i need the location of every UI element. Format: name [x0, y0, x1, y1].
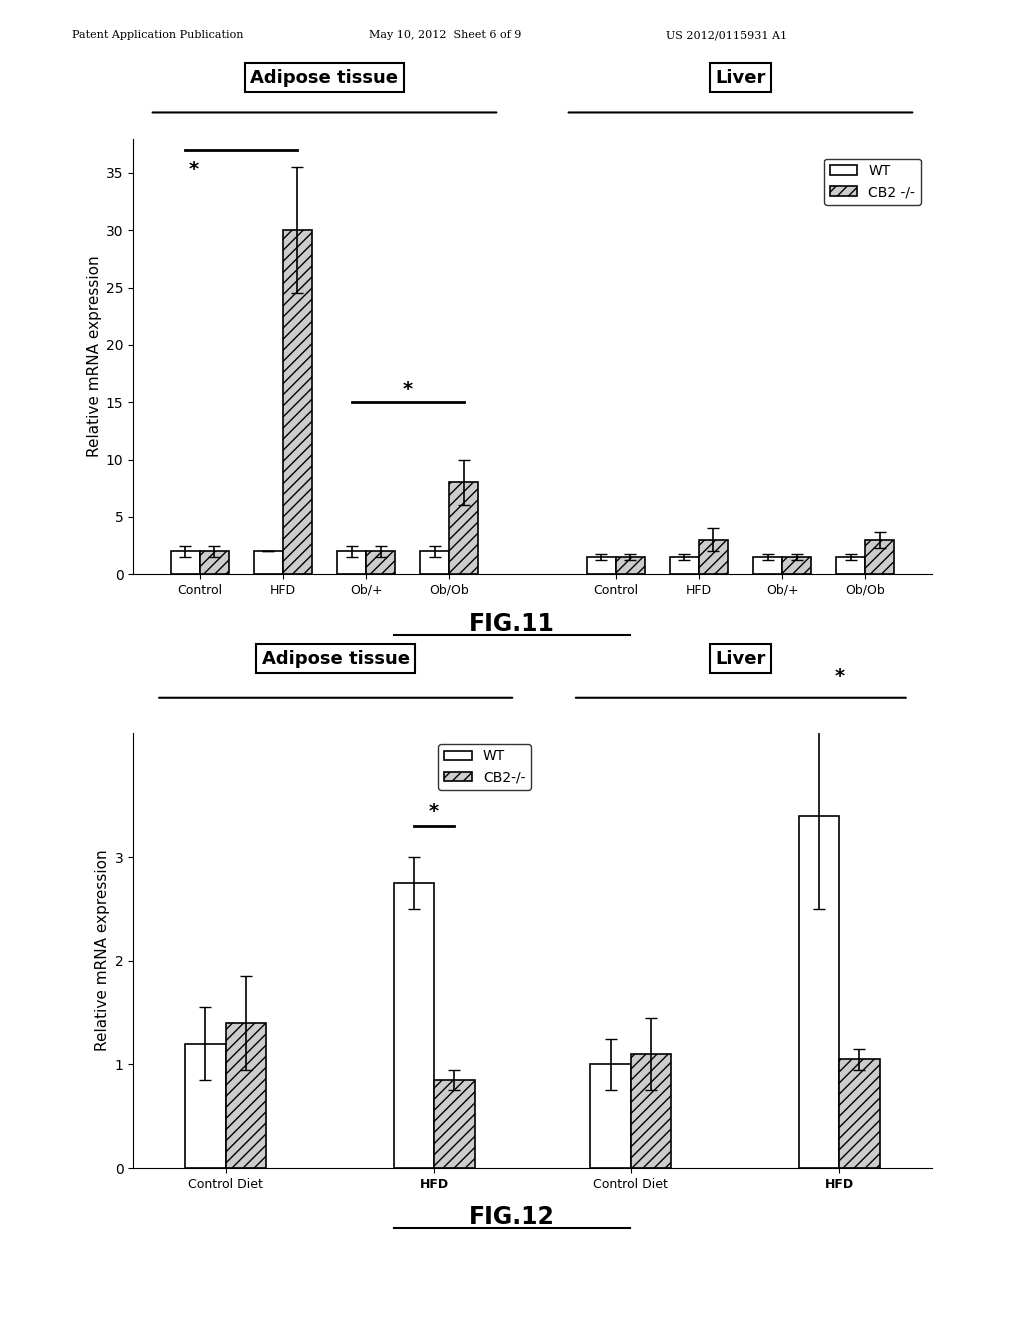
- Text: May 10, 2012  Sheet 6 of 9: May 10, 2012 Sheet 6 of 9: [369, 30, 521, 41]
- Bar: [171, 552, 200, 574]
- Bar: [591, 1064, 631, 1168]
- Bar: [200, 552, 228, 574]
- Y-axis label: Relative mRNA expression: Relative mRNA expression: [95, 850, 111, 1051]
- Bar: [753, 557, 782, 574]
- Text: *: *: [429, 801, 439, 821]
- Bar: [420, 552, 450, 574]
- Bar: [782, 557, 811, 574]
- Bar: [698, 540, 728, 574]
- Bar: [587, 557, 615, 574]
- Bar: [393, 883, 434, 1168]
- Bar: [337, 552, 367, 574]
- Bar: [434, 1080, 474, 1168]
- Text: *: *: [402, 380, 413, 399]
- Bar: [840, 1059, 880, 1168]
- Legend: WT, CB2 -/-: WT, CB2 -/-: [824, 158, 921, 205]
- Text: FIG.12: FIG.12: [469, 1205, 555, 1229]
- Bar: [799, 816, 840, 1168]
- Bar: [615, 557, 645, 574]
- Text: *: *: [835, 667, 845, 686]
- Bar: [865, 540, 894, 574]
- Text: FIG.11: FIG.11: [469, 612, 555, 636]
- Legend: WT, CB2-/-: WT, CB2-/-: [438, 744, 530, 789]
- Bar: [837, 557, 865, 574]
- Y-axis label: Relative mRNA expression: Relative mRNA expression: [87, 256, 101, 457]
- Bar: [254, 552, 283, 574]
- Bar: [225, 1023, 266, 1168]
- Text: Patent Application Publication: Patent Application Publication: [72, 30, 243, 41]
- Text: Adipose tissue: Adipose tissue: [262, 649, 410, 668]
- Bar: [185, 1044, 225, 1168]
- Bar: [631, 1055, 672, 1168]
- Text: Liver: Liver: [716, 69, 766, 87]
- Bar: [283, 230, 312, 574]
- Text: Liver: Liver: [716, 649, 766, 668]
- Bar: [450, 483, 478, 574]
- Text: US 2012/0115931 A1: US 2012/0115931 A1: [666, 30, 786, 41]
- Bar: [366, 552, 395, 574]
- Text: *: *: [188, 160, 199, 178]
- Text: Adipose tissue: Adipose tissue: [251, 69, 398, 87]
- Bar: [670, 557, 698, 574]
